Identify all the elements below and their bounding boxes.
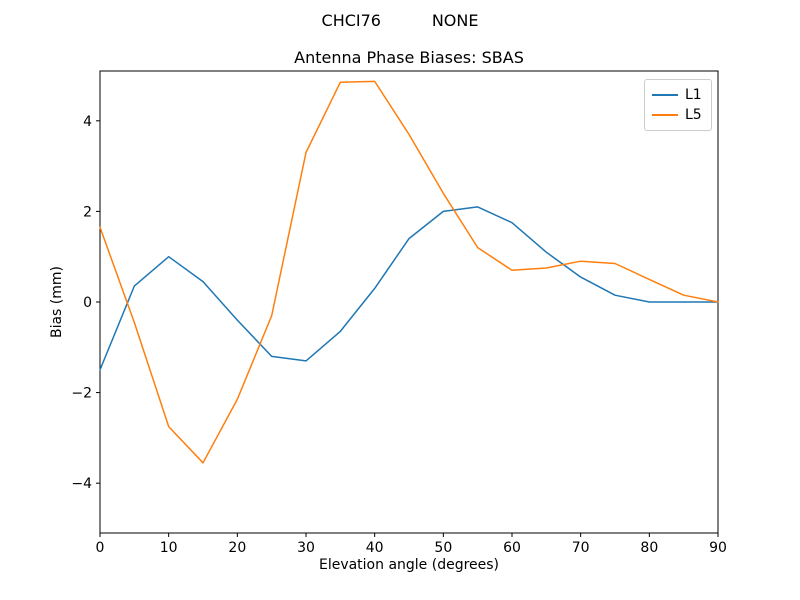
axes-title: Antenna Phase Biases: SBAS	[294, 48, 524, 67]
x-tick-label: 30	[297, 540, 315, 556]
axes-spines	[99, 70, 719, 534]
series-line-l1	[99, 206, 719, 371]
x-tick-label: 90	[709, 540, 727, 556]
figure-suptitle: CHCI76 NONE	[321, 11, 479, 30]
legend-label-l1: L1	[685, 87, 702, 103]
y-tick-label: −4	[71, 476, 92, 492]
x-tick-label: 60	[503, 540, 521, 556]
legend-line-sample-l1	[652, 94, 678, 96]
y-tick-label: 2	[83, 204, 92, 220]
series-line-l5	[99, 80, 719, 464]
legend-label-l5: L5	[685, 107, 702, 123]
x-tick-label: 80	[640, 540, 658, 556]
x-axis-label: Elevation angle (degrees)	[318, 557, 500, 573]
x-tick-label: 40	[366, 540, 384, 556]
x-tick-label: 20	[228, 540, 246, 556]
y-tick-label: −2	[71, 386, 92, 402]
y-axis-label: Bias (mm)	[49, 265, 65, 339]
x-tick-label: 0	[96, 540, 105, 556]
x-tick-label: 50	[434, 540, 452, 556]
x-tick-label: 70	[572, 540, 590, 556]
y-tick-label: 0	[83, 295, 92, 311]
legend-item-l1: L1	[652, 85, 704, 105]
y-tick-label: 4	[83, 114, 92, 130]
legend: L1 L5	[644, 79, 712, 131]
legend-item-l5: L5	[652, 105, 704, 125]
legend-line-sample-l5	[652, 114, 678, 116]
x-tick-label: 10	[160, 540, 178, 556]
